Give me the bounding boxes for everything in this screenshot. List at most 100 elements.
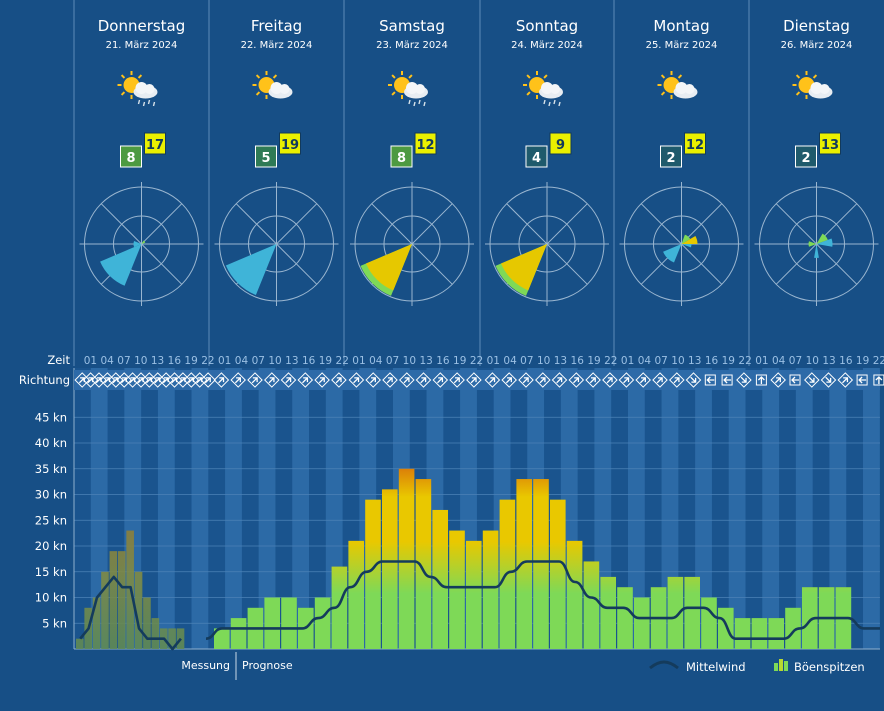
hour-label: 10 <box>806 355 819 367</box>
sun-ray <box>120 91 126 96</box>
hour-label: 10 <box>537 355 550 367</box>
wind-direction-arrow <box>466 372 482 388</box>
raindrop <box>142 101 146 107</box>
cloud <box>684 84 695 94</box>
raindrop <box>418 99 421 105</box>
sun-cloud-rain-icon <box>388 71 428 107</box>
day-date: 25. März 2024 <box>646 40 718 51</box>
wind-direction-arrow <box>535 372 551 388</box>
day-name: Montag <box>653 17 709 35</box>
forecast-gust-bar <box>566 540 583 649</box>
hour-label: 16 <box>571 355 585 367</box>
rose-sector <box>816 238 833 247</box>
mean-box <box>525 145 548 168</box>
hour-label: 07 <box>654 355 667 367</box>
day-date: 24. März 2024 <box>511 40 583 51</box>
mean-box <box>795 145 817 168</box>
hour-label: 10 <box>268 355 281 367</box>
wind-direction-arrow <box>770 372 786 388</box>
wind-direction-arrow <box>314 372 330 388</box>
cloud <box>415 84 425 94</box>
rose-sector <box>663 244 682 263</box>
mean-value: 8 <box>126 151 135 166</box>
time-band <box>795 368 813 649</box>
wind-direction-arrow <box>264 372 280 388</box>
hour-label: 16 <box>302 355 316 367</box>
gust-box <box>819 132 841 155</box>
wind-direction-arrow <box>213 372 230 388</box>
hour-label: 01 <box>755 355 768 367</box>
forecast-gust-bar <box>415 479 432 649</box>
hour-label: 13 <box>285 355 298 367</box>
hour-label: 07 <box>117 355 130 367</box>
rose-sector <box>814 244 819 259</box>
sun-ray <box>543 74 548 79</box>
wind-direction-arrow <box>618 372 635 388</box>
wind-direction-arrow <box>280 372 297 388</box>
cloud <box>144 84 155 94</box>
sun-cloud-rain-icon <box>117 71 158 107</box>
raindrop <box>543 99 546 105</box>
sun-ray <box>272 74 278 79</box>
day-date: 22. März 2024 <box>241 40 313 51</box>
wind-rose <box>79 182 204 306</box>
sun-ray <box>795 74 801 79</box>
forecast-gust-bar <box>230 618 247 649</box>
hour-label: 16 <box>705 355 719 367</box>
sun-ray <box>677 74 683 79</box>
wind-direction-arrow <box>247 372 263 388</box>
wind-direction-arrow <box>348 372 365 388</box>
wind-direction-arrow <box>585 372 601 388</box>
sun-ray <box>255 74 261 79</box>
rose-sector <box>681 236 698 244</box>
forecast-gust-bar <box>432 509 448 649</box>
time-band <box>225 368 242 649</box>
forecast-gust-bar <box>785 607 801 649</box>
rose-sector <box>225 244 277 295</box>
forecast-gust-bar <box>718 607 734 649</box>
sun-ray <box>391 91 396 96</box>
wind-direction-arrow <box>551 372 568 388</box>
gust-legend-swatch <box>784 661 788 671</box>
mean-value: 2 <box>666 151 675 166</box>
rose-sector <box>100 244 142 286</box>
rose-sector <box>816 233 828 244</box>
hour-label: 10 <box>134 355 147 367</box>
forecast-gust-bar <box>701 597 717 649</box>
hour-label: 22 <box>738 355 751 367</box>
hour-label: 04 <box>235 355 249 367</box>
raindrop <box>137 99 141 105</box>
day-date: 21. März 2024 <box>106 40 178 51</box>
mean-box <box>660 145 682 168</box>
day-name: Samstag <box>379 17 445 35</box>
hour-label: 13 <box>419 355 432 367</box>
rose-sector <box>681 234 691 244</box>
measurement-gust-bar <box>168 628 176 649</box>
hour-label: 19 <box>319 355 332 367</box>
hour-label: 07 <box>386 355 399 367</box>
forecast-mean-line <box>205 560 880 640</box>
mean-box <box>390 145 413 168</box>
rose-sector <box>681 244 692 248</box>
measurement-gust-bar <box>117 551 126 649</box>
wind-direction-arrow <box>704 374 716 386</box>
y-tick-label: 20 kn <box>35 539 67 553</box>
gust-value: 17 <box>146 138 164 153</box>
day-date: 26. März 2024 <box>781 40 853 51</box>
hour-label: 13 <box>554 355 567 367</box>
sun-ray <box>660 91 666 96</box>
sun-cloud-rain-icon <box>523 71 563 107</box>
hour-label: 04 <box>638 355 652 367</box>
wind-direction-arrow <box>484 372 501 388</box>
cloud <box>135 82 148 94</box>
gust-box <box>414 132 437 155</box>
time-band <box>292 368 310 649</box>
forecast-gust-bar <box>751 618 768 649</box>
rose-sector <box>366 244 412 291</box>
raindrop <box>558 101 561 107</box>
wind-direction-arrow <box>449 372 465 388</box>
hour-label: 19 <box>184 355 197 367</box>
hour-label: 13 <box>822 355 835 367</box>
wind-direction-arrow <box>856 374 868 386</box>
